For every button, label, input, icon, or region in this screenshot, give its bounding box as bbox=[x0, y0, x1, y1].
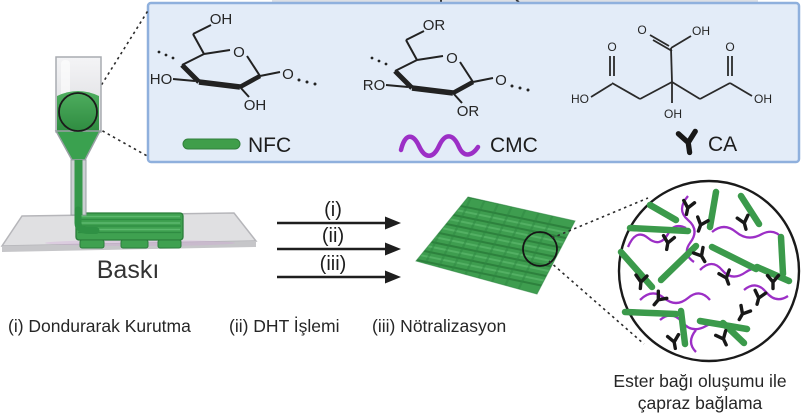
nfc-label: NFC bbox=[248, 134, 291, 157]
arrow-label-iii: (iii) bbox=[320, 253, 347, 275]
nfc-top-label: OH bbox=[210, 11, 233, 28]
crosslink-caption-line1: Ester bağı oluşumu ile bbox=[613, 371, 787, 391]
ca-left-ho: HO bbox=[571, 92, 589, 106]
cmc-right-oxygen: O bbox=[495, 72, 507, 89]
cmc-top-label: OR bbox=[423, 17, 446, 34]
crosslink-caption: Ester bağı oluşumu ile çapraz bağlama bbox=[589, 371, 805, 414]
ca-right-oh: OH bbox=[754, 92, 772, 106]
process-step-neutralization: (iii) Nötralizasyon bbox=[372, 316, 507, 336]
ink-legend: NFC CMC CA bbox=[182, 131, 737, 158]
nfc-bottom-label: OH bbox=[244, 97, 267, 114]
nfc-fibrils bbox=[617, 188, 793, 348]
process-arrows: (i) (ii) (iii) bbox=[277, 199, 401, 284]
arrow-label-i: (i) bbox=[324, 199, 342, 221]
green-ink bbox=[57, 91, 99, 131]
process-step-freeze-drying: (i) Dondurarak Kurutma bbox=[8, 316, 191, 336]
ca-top-o: O bbox=[637, 23, 646, 37]
cmc-bottom-label: OR bbox=[457, 103, 480, 120]
process-step-dht: (ii) DHT İşlemi bbox=[229, 316, 340, 336]
ca-top-oh: OH bbox=[692, 24, 710, 38]
crosslink-inset bbox=[617, 179, 801, 363]
cmc-structure: OR O RO OR O bbox=[363, 17, 530, 120]
nfc-ring-oxygen: O bbox=[233, 44, 245, 61]
arrow-label-ii: (ii) bbox=[322, 225, 344, 247]
ca-label: CA bbox=[708, 133, 737, 156]
nfc-structure: OH O HO OH O bbox=[150, 11, 317, 114]
nfc-right-oxygen: O bbox=[282, 66, 294, 83]
syringe-zoom-connector-lines bbox=[91, 8, 150, 158]
printed-lattice bbox=[415, 196, 576, 295]
syringe-nozzle bbox=[54, 56, 102, 234]
ca-left-o: O bbox=[607, 40, 616, 54]
ca-structure: O OH O HO O OH OH bbox=[571, 23, 772, 121]
crosslink-caption-line2: çapraz bağlama bbox=[637, 392, 763, 413]
extruded-filament bbox=[74, 206, 100, 234]
ca-right-o: O bbox=[725, 40, 734, 54]
cmc-left-label: RO bbox=[363, 77, 386, 94]
ink-zoom-circle bbox=[58, 92, 98, 132]
print-caption: Baskı bbox=[96, 256, 160, 284]
cmc-ring-oxygen: O bbox=[446, 50, 458, 67]
cmc-label: CMC bbox=[490, 134, 538, 157]
printed-scaffold bbox=[75, 212, 184, 249]
lattice-zoom-circle bbox=[522, 231, 558, 267]
ca-center-oh: OH bbox=[664, 107, 682, 121]
cmc-wave-icon bbox=[398, 134, 481, 158]
nfc-bar-icon bbox=[182, 138, 241, 150]
nfc-left-label: HO bbox=[150, 71, 173, 88]
